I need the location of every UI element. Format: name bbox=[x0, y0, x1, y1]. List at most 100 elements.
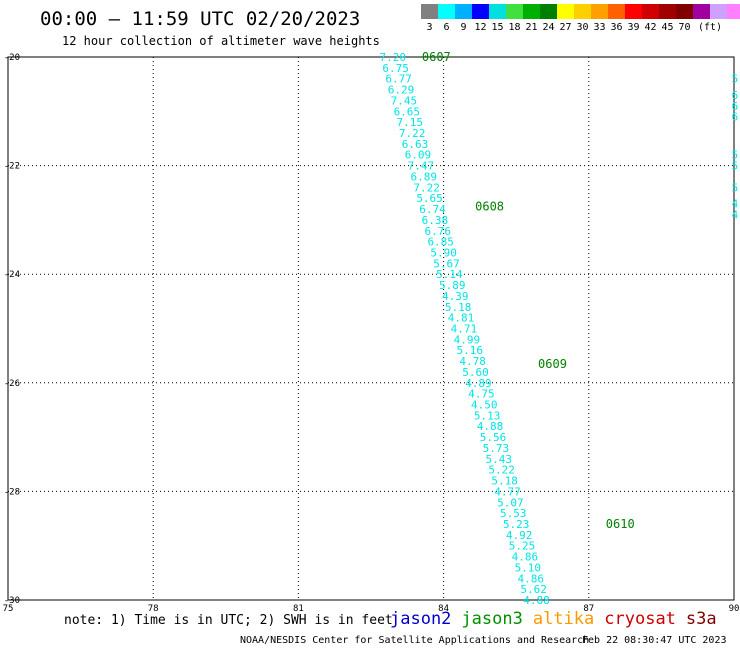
wave-height-value: 6.4 bbox=[732, 100, 740, 113]
x-tick-label: 78 bbox=[148, 604, 159, 614]
mission-label: jason2 bbox=[390, 609, 452, 629]
wave-height-value: 6.0 bbox=[732, 111, 740, 124]
wave-height-value: 4.88 bbox=[523, 594, 550, 607]
legend-swatch bbox=[489, 4, 506, 19]
legend-swatch bbox=[642, 4, 659, 19]
legend-label: 15 bbox=[491, 22, 504, 33]
legend-swatch bbox=[693, 4, 710, 19]
time-label: 0608 bbox=[475, 199, 504, 213]
legend-swatch bbox=[506, 4, 523, 19]
plot-frame bbox=[7, 56, 735, 601]
legend-label: 12 bbox=[474, 22, 487, 33]
legend-label: 21 bbox=[525, 22, 538, 33]
legend-swatch bbox=[523, 4, 540, 19]
x-tick-label: 81 bbox=[293, 604, 304, 614]
wave-height-value: 6.76 bbox=[425, 225, 452, 238]
wave-height-value: 7.45 bbox=[391, 94, 418, 107]
legend-swatch bbox=[472, 4, 489, 19]
wave-height-value: 4.78 bbox=[459, 355, 486, 368]
mission-label: jason3 bbox=[461, 609, 523, 629]
wave-height-value: 4.77 bbox=[494, 485, 521, 498]
wave-height-value: 5.07 bbox=[497, 496, 524, 509]
wave-height-value: 4.86 bbox=[517, 572, 544, 585]
wave-height-value: 5.62 bbox=[520, 583, 547, 596]
wave-height-value: 6.77 bbox=[385, 73, 412, 86]
wave-height-value: 4.50 bbox=[471, 399, 498, 412]
legend-swatch bbox=[625, 4, 642, 19]
legend-label: 24 bbox=[542, 22, 555, 33]
legend-label: 9 bbox=[460, 22, 467, 33]
legend-label: 18 bbox=[508, 22, 521, 33]
wave-height-value: 4 bbox=[732, 208, 739, 221]
legend-swatch bbox=[574, 4, 591, 19]
wave-height-value: 5.16 bbox=[456, 344, 483, 357]
legend-label: 3 bbox=[426, 22, 433, 33]
time-label: 0610 bbox=[606, 517, 635, 531]
wave-height-value: 7.22 bbox=[413, 181, 440, 194]
wave-height-value: 5.18 bbox=[491, 475, 518, 488]
wave-height-value: 5.23 bbox=[503, 518, 530, 531]
wave-height-value: 5.67 bbox=[433, 257, 460, 270]
legend-unit: (ft) bbox=[698, 22, 723, 33]
mission-label: s3a bbox=[685, 609, 717, 629]
wave-height-value: 4.88 bbox=[477, 420, 504, 433]
wave-height-value: 5 bbox=[732, 149, 739, 162]
wave-height-value: 5.25 bbox=[509, 540, 536, 553]
y-tick-label: -30 bbox=[4, 596, 20, 606]
legend-swatch bbox=[455, 4, 472, 19]
wave-height-value: 5.65 bbox=[416, 192, 443, 205]
wave-height-value: 6.09 bbox=[405, 149, 432, 162]
wave-height-value: 5.73 bbox=[483, 442, 510, 455]
y-tick-label: -20 bbox=[4, 53, 20, 63]
chart-subtitle: 12 hour collection of altimeter wave hei… bbox=[62, 34, 380, 48]
wave-height-value: 4.81 bbox=[448, 312, 475, 325]
wave-height-value: 6.75 bbox=[382, 62, 409, 75]
wave-height-value: 5.60 bbox=[462, 366, 489, 379]
legend-label: 42 bbox=[644, 22, 657, 33]
wave-height-value: 7.22 bbox=[399, 127, 426, 140]
wave-height-value: 5 bbox=[732, 160, 739, 173]
wave-height-value: 4.89 bbox=[465, 377, 492, 390]
wave-height-value: 5.89 bbox=[439, 279, 466, 292]
wave-height-value: 5.56 bbox=[480, 431, 507, 444]
wave-height-value: 6.38 bbox=[422, 214, 449, 227]
wave-height-value: 4 bbox=[732, 198, 739, 211]
wave-height-value: 6.4 bbox=[732, 89, 740, 102]
chart-title: 00:00 – 11:59 UTC 02/20/2023 bbox=[40, 8, 361, 30]
wave-height-value: 4.99 bbox=[454, 333, 481, 346]
legend-swatch bbox=[659, 4, 676, 19]
wave-height-value: 4.75 bbox=[468, 388, 495, 401]
footer-credit: NOAA/NESDIS Center for Satellite Applica… bbox=[240, 635, 590, 646]
wave-height-value: 6.65 bbox=[394, 105, 421, 118]
wave-height-value: 4.86 bbox=[512, 551, 539, 564]
x-tick-label: 84 bbox=[438, 604, 449, 614]
legend-label: 33 bbox=[593, 22, 606, 33]
legend-swatch bbox=[438, 4, 455, 19]
legend-labels: 3 6 9 12 15 18 21 24 27 30 33 36 39 42 45 70 bbox=[421, 22, 740, 33]
wave-height-value: 4.39 bbox=[442, 290, 469, 303]
x-tick-label: 90 bbox=[729, 604, 740, 614]
time-label: 0607 bbox=[422, 50, 451, 64]
mission-legend: jason2 jason3 altika cryosat s3a bbox=[390, 609, 727, 629]
wave-height-value: 5.18 bbox=[445, 301, 472, 314]
wave-height-value: 7.15 bbox=[396, 116, 423, 129]
y-tick-label: -28 bbox=[4, 487, 20, 497]
legend-label: 45 bbox=[661, 22, 674, 33]
wave-height-value: 5 bbox=[732, 181, 739, 194]
legend-swatch bbox=[557, 4, 574, 19]
y-tick-label: -22 bbox=[4, 162, 20, 172]
wave-height-value: 4.92 bbox=[506, 529, 533, 542]
legend-swatch bbox=[608, 4, 625, 19]
x-tick-label: 87 bbox=[583, 604, 594, 614]
legend-label: 39 bbox=[627, 22, 640, 33]
wave-height-value: 6.29 bbox=[388, 84, 415, 97]
time-label: 0609 bbox=[538, 357, 567, 371]
footer-timestamp: Feb 22 08:30:47 UTC 2023 bbox=[582, 635, 727, 646]
wave-height-value: 5.22 bbox=[488, 464, 515, 477]
y-tick-label: -24 bbox=[4, 270, 20, 280]
legend-swatch bbox=[591, 4, 608, 19]
wave-height-value: 6.85 bbox=[427, 236, 454, 249]
legend-label: 36 bbox=[610, 22, 623, 33]
wave-height-value: 5.14 bbox=[436, 268, 463, 281]
